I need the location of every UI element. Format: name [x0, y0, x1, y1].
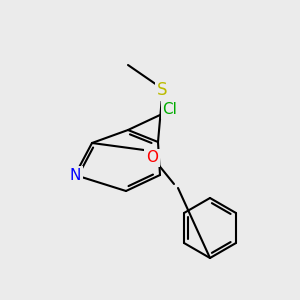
Text: O: O [146, 151, 158, 166]
Text: Cl: Cl [163, 103, 177, 118]
Text: N: N [69, 167, 81, 182]
Text: S: S [157, 81, 167, 99]
